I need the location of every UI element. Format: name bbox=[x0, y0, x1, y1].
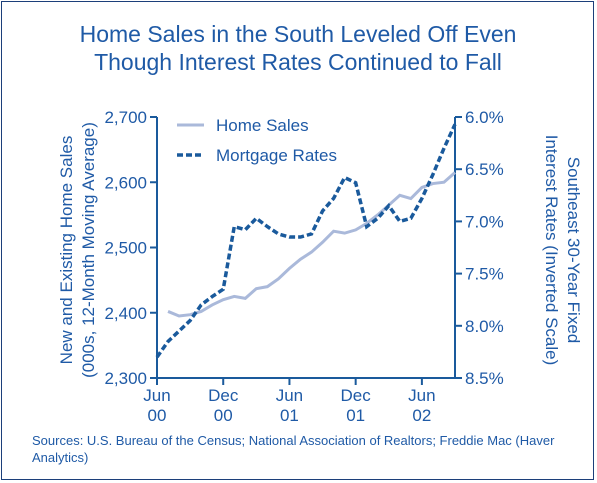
y2-tick-label: 6.0% bbox=[465, 108, 504, 127]
source-note: Sources: U.S. Bureau of the Census; Nati… bbox=[32, 433, 555, 465]
series-line bbox=[155, 123, 457, 359]
x-tick-label: Jun 01 bbox=[275, 386, 304, 425]
y-tick-label: 2,600 bbox=[104, 173, 147, 192]
x-tick-label: Dec 01 bbox=[340, 386, 371, 425]
y2-tick-label: 7.0% bbox=[465, 212, 504, 231]
y2-tick-label: 8.0% bbox=[465, 317, 504, 336]
series-line bbox=[167, 171, 456, 318]
x-tick-label: Dec 00 bbox=[208, 386, 239, 425]
y-axis-label: (000s, 12-Month Moving Average) bbox=[79, 122, 98, 378]
y2-axis-label: Interest Rates (Inverted Scale) bbox=[542, 135, 561, 366]
y2-tick-label: 7.5% bbox=[465, 265, 504, 284]
chart-title: Home Sales in the South Leveled Off Even bbox=[80, 21, 517, 47]
y2-axis-label: Southeast 30-Year Fixed bbox=[564, 157, 583, 344]
chart-title: Though Interest Rates Continued to Fall bbox=[94, 49, 502, 75]
x-tick-label: Jun 02 bbox=[408, 386, 436, 425]
y-tick-label: 2,700 bbox=[104, 108, 147, 127]
y-tick-label: 2,300 bbox=[104, 369, 147, 388]
y-axis-label: New and Existing Home Sales bbox=[57, 136, 76, 365]
legend-label: Home Sales bbox=[216, 116, 309, 135]
y2-tick-label: 8.5% bbox=[465, 369, 504, 388]
x-tick-label: Jun 00 bbox=[143, 386, 171, 425]
y-tick-label: 2,500 bbox=[104, 239, 147, 258]
legend-label: Mortgage Rates bbox=[216, 146, 337, 165]
y-tick-label: 2,400 bbox=[104, 304, 147, 323]
y2-tick-label: 6.5% bbox=[465, 160, 504, 179]
